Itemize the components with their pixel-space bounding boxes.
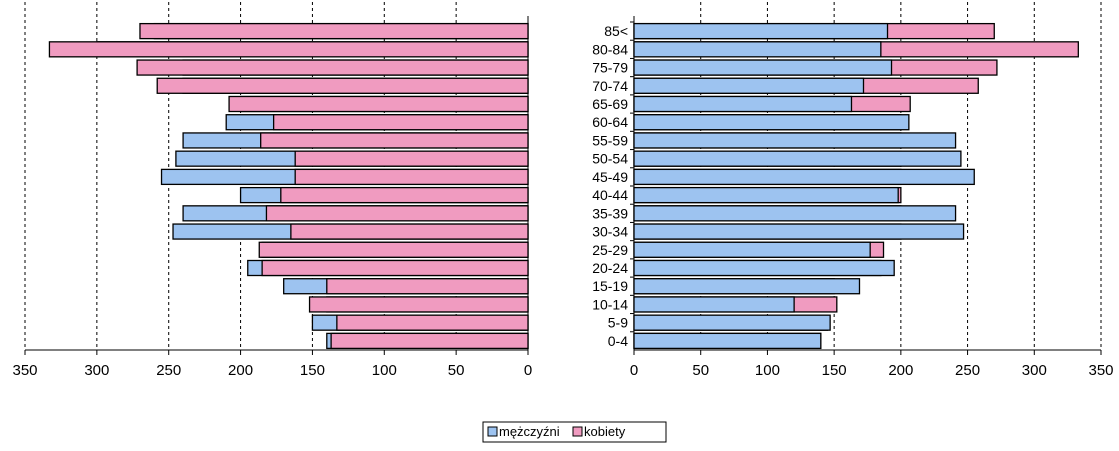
right-bar-men bbox=[633, 22, 889, 40]
right-category-label: 40-44 bbox=[592, 187, 628, 203]
left-chart-panel: 350 300 250 200 150 100 50 0 bbox=[12, 2, 532, 379]
right-tick-label: 150 bbox=[822, 362, 847, 379]
left-bar-women bbox=[139, 22, 529, 40]
left-tick-label: 150 bbox=[300, 362, 325, 379]
right-category-label: 75-79 bbox=[592, 60, 628, 76]
left-bar-women bbox=[272, 114, 529, 131]
right-bar-men bbox=[633, 41, 882, 58]
right-category-label: 35-39 bbox=[592, 205, 628, 221]
left-bar-women bbox=[290, 223, 529, 240]
legend-label-women: kobiety bbox=[584, 424, 626, 439]
left-bar-women bbox=[228, 95, 529, 113]
right-category-label: 0-4 bbox=[608, 333, 628, 349]
right-bar-men bbox=[633, 278, 861, 295]
right-tick-label: 250 bbox=[955, 362, 980, 379]
right-category-label: 55-59 bbox=[592, 132, 628, 148]
legend-label-men: mężczyźni bbox=[499, 424, 560, 439]
right-bar-men bbox=[633, 168, 975, 186]
right-category-label: 45-49 bbox=[592, 169, 628, 185]
legend: mężczyźni kobiety bbox=[482, 421, 667, 443]
right-category-label: 50-54 bbox=[592, 151, 628, 167]
legend-swatch-women bbox=[572, 426, 583, 437]
right-bar-men bbox=[633, 296, 795, 313]
left-tick-label: 50 bbox=[448, 362, 465, 379]
left-tick-label: 300 bbox=[84, 362, 109, 379]
left-tick-label: 200 bbox=[228, 362, 253, 379]
right-bar-men bbox=[633, 241, 871, 258]
right-category-label: 5-9 bbox=[608, 315, 628, 331]
right-category-label: 80-84 bbox=[592, 41, 628, 57]
right-category-label: 25-29 bbox=[592, 242, 628, 258]
right-chart-panel: 0 50 100 150 200 250 300 350 85< 80-84 75-79 70-74 6… bbox=[592, 2, 1114, 379]
right-bar-men bbox=[633, 223, 965, 240]
right-category-label: 10-14 bbox=[592, 296, 628, 312]
right-category-label: 30-34 bbox=[592, 224, 628, 240]
right-bar-men bbox=[633, 59, 893, 76]
right-tick-label: 350 bbox=[1088, 362, 1113, 379]
right-bar-men bbox=[633, 150, 962, 167]
left-bar-women bbox=[294, 150, 529, 167]
right-tick-label: 300 bbox=[1022, 362, 1047, 379]
right-tick-label: 100 bbox=[755, 362, 780, 379]
right-bar-men bbox=[633, 259, 895, 277]
left-bar-women bbox=[261, 259, 529, 277]
right-bar-men bbox=[633, 205, 957, 222]
left-bar-women bbox=[326, 278, 529, 295]
right-tick-label: 50 bbox=[692, 362, 709, 379]
right-tick-label: 200 bbox=[888, 362, 913, 379]
left-bar-women bbox=[294, 168, 529, 186]
left-tick-label: 0 bbox=[524, 362, 532, 379]
right-category-label: 15-19 bbox=[592, 278, 628, 294]
left-bar-women bbox=[48, 41, 529, 58]
right-bar-men bbox=[633, 77, 865, 94]
right-category-label: 65-69 bbox=[592, 96, 628, 112]
left-tick-label: 250 bbox=[156, 362, 181, 379]
right-bar-men bbox=[633, 186, 899, 204]
right-bar-men bbox=[633, 332, 822, 350]
right-bar-men bbox=[633, 114, 910, 131]
left-bar-women bbox=[336, 314, 529, 331]
right-bar-men bbox=[633, 314, 831, 331]
left-bar-women bbox=[258, 241, 529, 258]
right-bar-men bbox=[633, 132, 957, 149]
left-tick-label: 350 bbox=[12, 362, 37, 379]
legend-swatch-men bbox=[487, 426, 498, 437]
left-bar-women bbox=[265, 205, 529, 222]
left-bar-women bbox=[308, 296, 529, 313]
left-tick-label: 100 bbox=[372, 362, 397, 379]
right-bar-men bbox=[633, 95, 853, 113]
left-bar-women bbox=[156, 77, 529, 94]
right-category-label: 85< bbox=[604, 23, 628, 39]
right-tick-label: 0 bbox=[630, 362, 638, 379]
left-bar-women bbox=[330, 332, 529, 350]
right-category-label: 70-74 bbox=[592, 78, 628, 94]
right-category-label: 60-64 bbox=[592, 114, 628, 130]
left-bar-women bbox=[260, 132, 529, 149]
left-bar-women bbox=[136, 59, 529, 76]
right-category-label: 20-24 bbox=[592, 260, 628, 276]
left-bar-women bbox=[280, 186, 529, 204]
